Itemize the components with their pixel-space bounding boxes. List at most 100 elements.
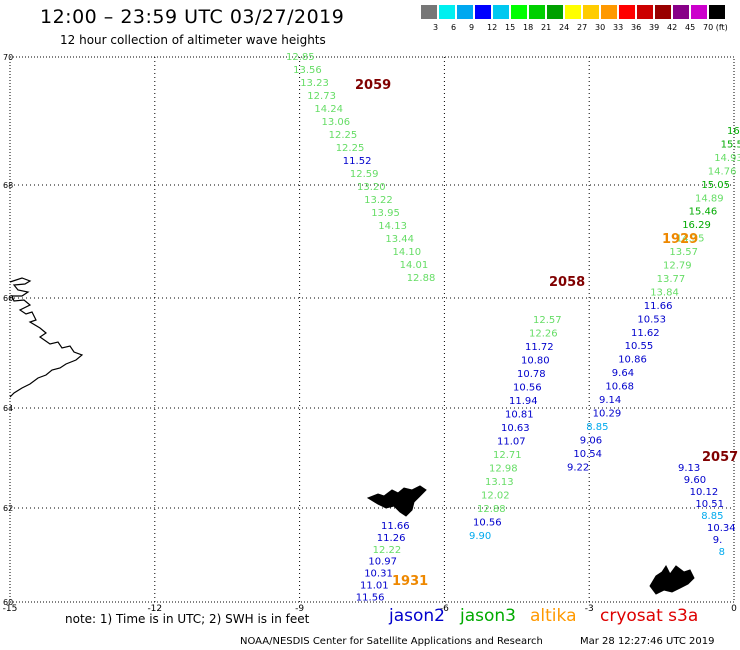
- wave-height-value: 8: [719, 547, 725, 558]
- wave-height-value: 14.93: [714, 153, 740, 164]
- wave-height-value: 10.68: [605, 382, 634, 393]
- legend-jason2: jason2: [389, 606, 445, 626]
- wave-height-value: 10.53: [637, 314, 666, 325]
- wave-height-value: 10.51: [695, 499, 724, 510]
- scale-label: 15: [505, 23, 516, 32]
- scale-swatch: [601, 5, 617, 19]
- wave-height-value: 14.35: [676, 234, 705, 245]
- wave-height-value: 15.46: [689, 207, 718, 218]
- scale-swatch: [421, 5, 437, 19]
- wave-height-value: 15.5: [721, 139, 740, 150]
- wave-height-value: 8.85: [586, 422, 608, 433]
- wave-height-value: 10.81: [505, 410, 534, 421]
- wave-height-value: 12.02: [481, 491, 510, 502]
- wave-height-value: 13.06: [322, 117, 351, 128]
- wave-height-value: 10.63: [501, 423, 530, 434]
- wave-height-value: 14.89: [695, 193, 724, 204]
- lat-tick-label: 70: [3, 53, 13, 62]
- pass-time-label: 2058: [549, 275, 585, 290]
- wave-height-value: 14.13: [378, 221, 407, 232]
- scale-label: 70 (ft): [703, 23, 728, 32]
- wave-height-value: 13.57: [669, 247, 698, 258]
- legend-cryosat-s3a: cryosat s3a: [600, 606, 699, 626]
- wave-height-value: 10.55: [625, 341, 654, 352]
- lat-tick-label: 64: [3, 404, 13, 413]
- legend-jason3: jason3: [460, 606, 516, 626]
- wave-height-value: 10.86: [618, 355, 647, 366]
- wave-height-value: 9.60: [684, 475, 706, 486]
- wave-height-value: 12.25: [336, 143, 365, 154]
- wave-height-value: 13.95: [371, 208, 400, 219]
- wave-height-value: 13.13: [485, 477, 514, 488]
- wave-height-value: 10.31: [364, 569, 393, 580]
- lat-tick-label: 60: [3, 598, 13, 607]
- wave-height-value: 10.97: [368, 557, 397, 568]
- scale-label: 12: [487, 23, 498, 32]
- scale-swatch: [457, 5, 473, 19]
- lat-tick-label: 68: [3, 181, 13, 190]
- credit-text: NOAA/NESDIS Center for Satellite Applica…: [240, 636, 543, 647]
- wave-height-value: 13.44: [385, 234, 414, 245]
- scale-label: 33: [613, 23, 624, 32]
- scale-swatch: [619, 5, 635, 19]
- pass-time-label: 2059: [355, 78, 391, 93]
- lon-tick-label: -9: [295, 604, 304, 614]
- wave-height-value: 8.85: [701, 511, 723, 522]
- wave-height-value: 11.26: [377, 533, 406, 544]
- wave-height-value: 9.13: [678, 463, 700, 474]
- scale-label: 9: [469, 23, 475, 32]
- scale-label: 18: [523, 23, 534, 32]
- wave-height-value: 16.29: [682, 220, 711, 231]
- wave-height-value: 9.90: [469, 531, 491, 542]
- wave-height-value: 12.79: [663, 261, 692, 272]
- wave-height-value: 11.01: [360, 581, 389, 592]
- scale-label: 39: [649, 23, 660, 32]
- pass-time-label: 1931: [392, 574, 428, 589]
- wave-height-value: 11.66: [381, 521, 410, 532]
- scale-label: 36: [631, 23, 642, 32]
- wave-height-value: 10.56: [473, 518, 502, 529]
- scale-label: 30: [595, 23, 606, 32]
- shetland-islands-coastline: [649, 565, 695, 595]
- scale-swatch: [493, 5, 509, 19]
- timestamp-text: Mar 28 12:27:46 UTC 2019: [580, 636, 715, 647]
- wave-height-value: 11.62: [631, 328, 660, 339]
- wave-height-value: 9.: [713, 535, 723, 546]
- wave-height-value: 12.98: [489, 464, 518, 475]
- wave-height-value: 10.78: [517, 369, 546, 380]
- scale-swatch: [637, 5, 653, 19]
- map-frame: [9, 56, 735, 603]
- wave-height-value: 12.22: [373, 545, 402, 556]
- map-subtitle: 12 hour collection of altimeter wave hei…: [60, 33, 326, 47]
- faroe-islands-coastline: [366, 485, 427, 517]
- wave-height-value: 14.76: [708, 166, 737, 177]
- lat-tick-label: 66: [3, 294, 13, 303]
- wave-height-value: 14.24: [314, 104, 343, 115]
- scale-label: 21: [541, 23, 552, 32]
- wave-height-value: 10.34: [707, 523, 736, 534]
- scale-swatch: [655, 5, 671, 19]
- wave-height-value: 14.01: [400, 260, 429, 271]
- wave-height-value: 12.71: [493, 450, 522, 461]
- wave-height-value: 9.14: [599, 395, 621, 406]
- wave-height-value: 10.12: [690, 487, 719, 498]
- legend-altika: altika: [530, 606, 577, 626]
- wave-height-value: 12.73: [307, 91, 336, 102]
- wave-height-value: 15.05: [701, 180, 730, 191]
- lat-tick-label: 62: [3, 504, 13, 513]
- wave-height-value: 12.26: [529, 329, 558, 340]
- wave-height-value: 12.88: [477, 504, 506, 515]
- lon-tick-label: -3: [585, 604, 594, 614]
- wave-height-value: 9.22: [567, 462, 589, 473]
- lon-tick-label: -15: [3, 604, 18, 614]
- scale-swatch: [583, 5, 599, 19]
- scale-label: 45: [685, 23, 696, 32]
- scale-label: 42: [667, 23, 678, 32]
- wave-height-value: 13.84: [650, 287, 679, 298]
- scale-swatch: [691, 5, 707, 19]
- wave-height-value: 13.56: [293, 65, 322, 76]
- wave-height-value: 13.23: [300, 78, 329, 89]
- wave-height-value: 10.56: [513, 383, 542, 394]
- scale-label: 24: [559, 23, 570, 32]
